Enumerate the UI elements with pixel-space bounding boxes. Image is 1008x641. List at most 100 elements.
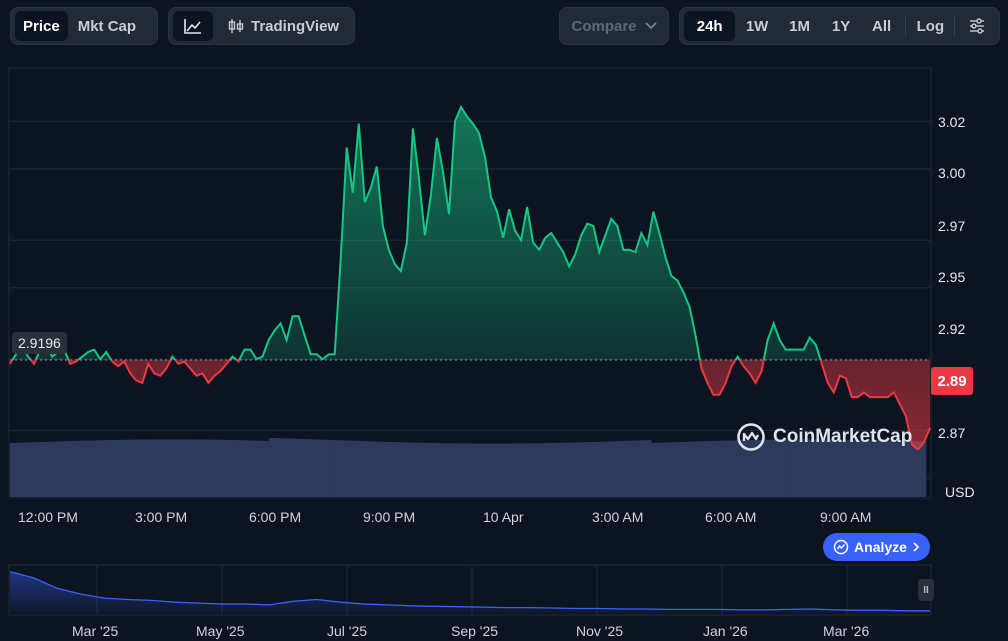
volume-bar [432,443,437,497]
volume-bar [197,439,202,497]
chart-settings-button[interactable] [959,11,995,41]
volume-bar [635,440,640,497]
volume-bar [683,441,688,497]
price-line-up [11,104,822,361]
volume-bar [300,438,306,497]
range-1w[interactable]: 1W [745,17,769,35]
volume-bar [619,441,624,497]
time-range-toggle: 24h 1W 1M 1Y All Log [679,7,1000,45]
volume-bar [280,438,286,497]
volume-bar [695,441,700,497]
volume-bar [189,439,194,497]
line-chart-button[interactable] [173,11,213,41]
volume-bar [161,439,166,497]
volume-bar [698,441,704,497]
analyze-button[interactable]: Analyze [823,533,930,561]
currency-label: USD [945,484,975,500]
volume-bar [77,440,82,497]
volume-bar [511,443,517,497]
volume-bar [575,442,580,497]
volume-bar [392,442,397,497]
volume-bar [655,442,660,497]
volume-bar [404,442,409,497]
navigator-label: Mar '25 [72,623,119,639]
volume-bar [368,441,373,497]
volume-bar [157,439,162,497]
volume-bar [547,443,552,497]
chevron-right-icon [913,542,920,552]
tradingview-button[interactable]: TradingView [219,11,347,41]
volume-bar [117,439,122,497]
volume-bar [57,441,63,497]
volume-bar [571,442,576,497]
volume-bar [579,442,584,497]
coinmarketcap-logo-icon [737,423,765,451]
volume-bar [436,443,441,497]
navigator-frame [8,564,932,616]
range-24h[interactable]: 24h [684,11,736,41]
volume-bar [344,440,349,497]
market-cap-tab[interactable]: Mkt Cap [77,17,137,35]
metric-toggle: Price Mkt Cap [10,7,158,45]
volume-bar [225,439,230,497]
volume-bar [523,443,529,497]
volume-bar [527,443,533,497]
volume-bar [667,442,672,497]
y-tick-label: 3.02 [938,114,966,130]
volume-bar [81,440,86,497]
volume-bar [519,443,525,497]
volume-bar [181,439,186,497]
volume-bar [718,440,724,497]
volume-bar [611,441,616,497]
volume-bar [918,441,923,497]
volume-bar [730,440,736,497]
volume-bar [328,439,333,497]
compare-dropdown[interactable]: Compare [559,7,669,45]
volume-bar [922,441,927,497]
range-all[interactable]: All [872,17,892,35]
volume-bar [10,443,15,497]
volume-bar [268,437,274,497]
volume-bar [53,441,59,497]
price-line-down [9,360,931,451]
volume-bar [65,441,71,497]
navigator-label: Mar '26 [823,623,870,639]
volume-bar [663,442,668,497]
volume-bar [372,441,377,497]
price-tab[interactable]: Price [15,11,68,41]
volume-bar [595,441,600,497]
volume-bar [679,441,684,497]
volume-bar [276,438,282,497]
range-1m[interactable]: 1M [789,17,810,35]
navigator-label: Sep '25 [451,623,499,639]
volume-bar [29,442,35,497]
volume-bar [555,442,560,497]
volume-bar [376,441,381,497]
volume-bar [17,442,23,497]
range-1y[interactable]: 1Y [831,17,851,35]
volume-bar [360,441,365,497]
x-tick-label: 6:00 AM [705,509,757,525]
volume-bar [125,439,130,497]
navigator-handle[interactable]: II [918,579,934,601]
volume-bar [141,439,146,497]
volume-bar [499,443,505,497]
volume-bar [336,440,341,497]
volume-bar [304,439,309,497]
log-scale-toggle[interactable]: Log [916,17,945,35]
reference-price-tag: 2.9196 [12,332,67,354]
x-tick-label: 10 Apr [483,509,524,525]
volume-bar [487,443,493,497]
volume-bar [193,439,198,497]
volume-bar [631,440,636,497]
volume-bar [440,443,445,497]
volume-bar [448,443,453,497]
volume-bar [93,440,98,497]
volume-bar [364,441,369,497]
volume-bar [623,440,628,497]
volume-bar [45,441,51,497]
navigator-label: May '25 [196,623,245,639]
volume-bar [726,440,732,497]
volume-bar [348,440,353,497]
sliders-icon [970,18,985,34]
